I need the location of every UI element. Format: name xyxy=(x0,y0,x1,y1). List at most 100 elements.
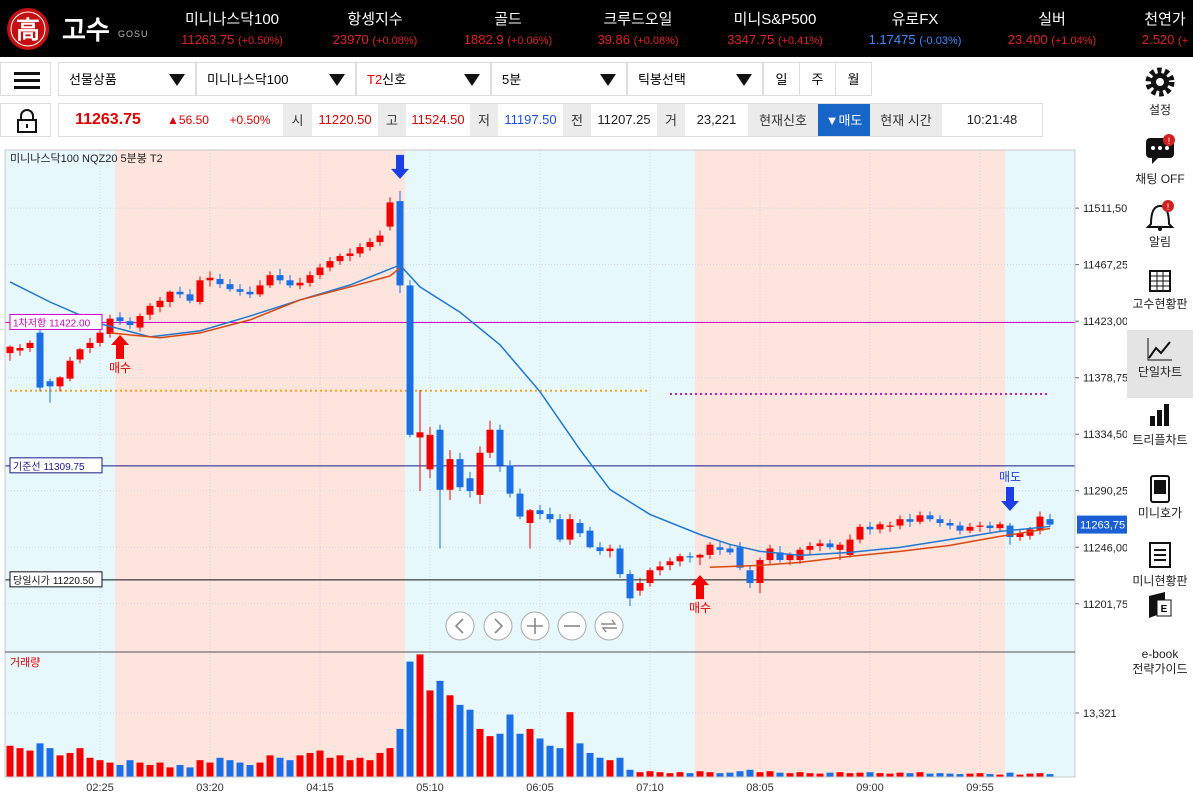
field-label: 거 xyxy=(657,104,685,136)
volume-bar xyxy=(86,757,94,777)
volume-bar xyxy=(406,661,414,777)
volume-bar xyxy=(56,755,64,777)
volume-label: 거래량 xyxy=(10,656,40,669)
x-tick-label: 05:10 xyxy=(416,782,444,794)
sidebar-item[interactable]: 채팅 OFF xyxy=(1135,172,1185,186)
period-button[interactable]: 월 xyxy=(835,62,872,96)
ticker-price: 3347.75 xyxy=(727,32,775,47)
dropdown[interactable]: 틱봉선택 xyxy=(627,62,763,96)
field-label: 고 xyxy=(378,104,406,136)
volume-bar xyxy=(346,760,354,777)
zoom-out[interactable] xyxy=(557,611,587,641)
ticker-value: 11263.75 (+0.50%) xyxy=(157,32,307,47)
ticker-price: 1.17475 xyxy=(868,32,916,47)
ticker: 실버 23.400 (+1.04%) xyxy=(977,0,1127,57)
candle-body xyxy=(866,526,874,530)
volume-bar xyxy=(636,772,644,777)
level-tag: 1차저항 11422.00 xyxy=(9,313,103,330)
volume-bar xyxy=(796,772,804,777)
volume-bar xyxy=(676,772,684,777)
volume-bar xyxy=(686,773,694,777)
x-tick-label: 09:55 xyxy=(966,782,994,794)
sidebar-item[interactable]: 단일차트 xyxy=(1137,365,1183,379)
sidebar-item[interactable]: 전략가이드 xyxy=(1132,662,1188,676)
candle-body xyxy=(586,530,594,548)
candle-body xyxy=(726,548,734,553)
sidebar-item[interactable]: 미니호가 xyxy=(1137,506,1183,520)
nav-right[interactable] xyxy=(483,611,513,641)
dropdown-label: 틱봉선택 xyxy=(638,72,686,87)
candle-body xyxy=(36,332,44,388)
sidebar-item[interactable]: 트리플차트 xyxy=(1132,433,1188,447)
candle-body xyxy=(776,552,784,561)
y-tick-label: 11201,75 xyxy=(1083,599,1127,611)
volume-bar xyxy=(896,772,904,777)
volume-bar xyxy=(786,773,794,777)
logo-text: 고수 xyxy=(62,15,110,45)
sidebar-item[interactable]: 고수현황판 xyxy=(1132,297,1188,311)
volume-bar xyxy=(226,760,234,777)
volume-bar xyxy=(216,757,224,777)
chart: 미니나스닥100 NQZ20 5분봉 T2 거래량 11511,50 11467,… xyxy=(0,145,1127,810)
level-tag-box xyxy=(9,571,103,588)
volume-bar xyxy=(316,750,324,777)
x-tick-label: 04:15 xyxy=(306,782,334,794)
sidebar-active xyxy=(1127,330,1193,398)
candle-body xyxy=(146,305,154,315)
menu-button[interactable] xyxy=(0,62,51,96)
reset[interactable] xyxy=(594,611,624,641)
volume-bar xyxy=(436,680,444,777)
nav-left[interactable] xyxy=(445,611,475,641)
volume-bar xyxy=(356,757,364,777)
signal: ▼매도 xyxy=(818,104,870,136)
sidebar-item[interactable]: e-book xyxy=(1141,647,1179,661)
dropdown[interactable]: 선물상품 xyxy=(58,62,196,96)
dropdown[interactable]: 미니나스닥100 xyxy=(196,62,356,96)
candle-body xyxy=(486,429,494,453)
candle-body xyxy=(836,544,844,550)
zoom-in[interactable] xyxy=(520,611,550,641)
period-button[interactable]: 일 xyxy=(763,62,800,96)
x-tick-label: 07:10 xyxy=(636,782,664,794)
candle-body xyxy=(716,547,724,550)
period-button[interactable]: 주 xyxy=(799,62,836,96)
candle-body xyxy=(236,289,244,292)
candle-body xyxy=(296,282,304,286)
candle-body xyxy=(1036,516,1044,531)
candle-body xyxy=(116,317,124,322)
volume-bar xyxy=(956,774,964,777)
y-tick-label: 11334,50 xyxy=(1083,429,1127,441)
sidebar-item[interactable]: 알림 xyxy=(1148,235,1172,249)
sidebar-item[interactable]: 미니현황판 xyxy=(1132,574,1188,588)
x-tick-label: 06:05 xyxy=(526,782,554,794)
volume-bar xyxy=(156,762,164,777)
sidebar-item[interactable]: 설정 xyxy=(1148,103,1172,117)
y-tick-label: 11511,50 xyxy=(1083,203,1127,215)
level-name: 1차저항 xyxy=(13,317,46,329)
volume-bar xyxy=(866,772,874,777)
dropdown[interactable]: 5분 xyxy=(491,62,627,96)
ticker: 천연가 2.520 (+ xyxy=(1090,0,1193,57)
ticker-value: 23.400 (+1.04%) xyxy=(977,32,1127,47)
candle-body xyxy=(676,556,684,562)
dropdown[interactable]: T2신호 xyxy=(356,62,491,96)
volume-bar xyxy=(516,733,524,777)
volume-bar xyxy=(626,769,634,777)
ticker-price: 2.520 xyxy=(1141,32,1175,47)
volume-bar xyxy=(766,771,774,777)
sell-arrow xyxy=(1001,486,1019,511)
ticker-change: (+0.08%) xyxy=(372,35,418,47)
volume-bar xyxy=(76,748,84,777)
volume-bar xyxy=(586,752,594,777)
ticker-change: (-0.03%) xyxy=(919,35,962,47)
lock-button[interactable] xyxy=(0,103,51,137)
candle-body xyxy=(1006,525,1014,538)
level-tag-text: 기준선 11309.75 xyxy=(13,461,85,473)
candle-body xyxy=(816,543,824,546)
volume-bar xyxy=(736,771,744,777)
ticker: 골드 1882.9 (+0.06%) xyxy=(433,0,583,57)
volume-bar xyxy=(946,773,954,777)
signal-label: 매도 xyxy=(999,470,1021,484)
candle-body xyxy=(266,275,274,286)
candle-body xyxy=(876,524,884,530)
